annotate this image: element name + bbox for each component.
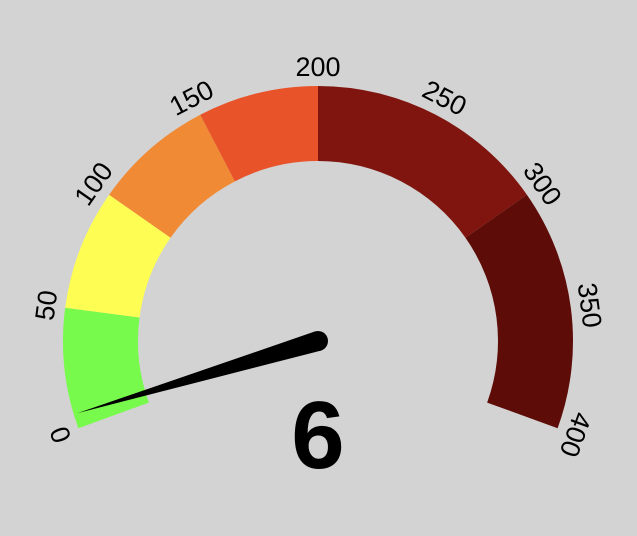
gauge-tick-label-50: 50 [30,288,64,322]
gauge-needle [77,331,321,414]
gauge-bands [63,86,573,429]
gauge-band-3 [200,86,318,182]
gauge-band-4 [318,86,527,238]
gauge-band-0 [63,307,149,429]
gauge-band-2 [109,114,235,238]
gauge-band-5 [465,194,573,429]
gauge-tick-label-0: 0 [44,422,77,446]
gauge-value-label: 6 [291,382,344,489]
gauge-tick-label-200: 200 [295,52,340,82]
gauge-tick-label-350: 350 [572,281,608,330]
gauge-needle-hub [308,331,328,351]
gauge-needle-group [77,331,328,414]
gauge-band-1 [65,194,171,318]
